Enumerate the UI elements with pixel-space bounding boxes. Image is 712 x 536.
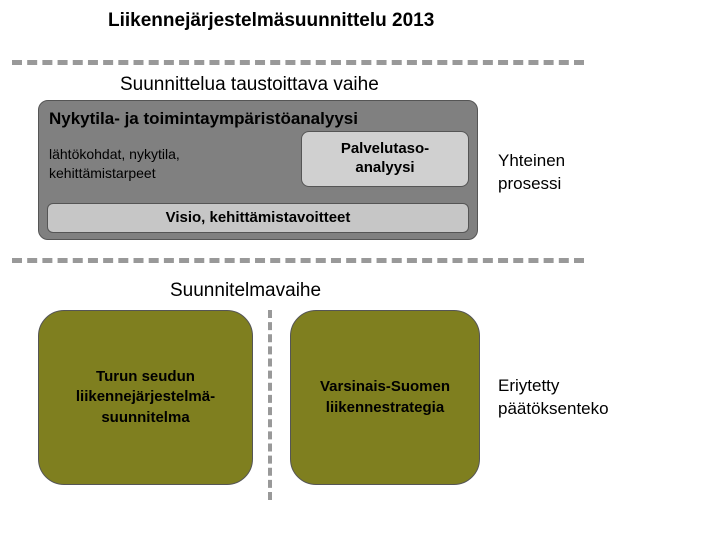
- varsinais-line2: liikennestrategia: [326, 398, 444, 418]
- phase1-label: Suunnittelua taustoittava vaihe: [120, 74, 379, 96]
- side1-line2: prosessi: [498, 174, 561, 193]
- varsinais-box: Varsinais-Suomen liikennestrategia: [290, 310, 480, 485]
- turku-box: Turun seudun liikennejärjestelmä- suunni…: [38, 310, 253, 485]
- phase1-subtext: lähtökohdat, nykytila, kehittämistarpeet: [49, 145, 249, 183]
- palvelutaso-box: Palvelutaso- analyysi: [301, 131, 469, 187]
- varsinais-line1: Varsinais-Suomen: [320, 377, 450, 397]
- side-label-phase1: Yhteinen prosessi: [498, 150, 565, 196]
- vertical-divider: [268, 310, 272, 500]
- turku-line2: liikennejärjestelmä-: [76, 387, 215, 407]
- side-label-phase2: Eriytetty päätöksenteko: [498, 375, 609, 421]
- phase1-subtext-line1: lähtökohdat, nykytila,: [49, 146, 180, 162]
- turku-line1: Turun seudun: [96, 367, 195, 387]
- phase1-heading: Nykytila- ja toimintaympäristöanalyysi: [49, 109, 467, 129]
- turku-line3: suunnitelma: [101, 408, 189, 428]
- palvelu-line1: Palvelutaso-: [302, 140, 468, 159]
- side1-line1: Yhteinen: [498, 151, 565, 170]
- phase2-label: Suunnitelmavaihe: [170, 280, 321, 302]
- divider-2: [12, 258, 584, 263]
- main-title: Liikennejärjestelmäsuunnittelu 2013: [108, 10, 434, 32]
- side2-line2: päätöksenteko: [498, 399, 609, 418]
- phase1-box: Nykytila- ja toimintaympäristöanalyysi l…: [38, 100, 478, 240]
- visio-box: Visio, kehittämistavoitteet: [47, 203, 469, 233]
- palvelu-line2: analyysi: [302, 159, 468, 178]
- divider-1: [12, 60, 584, 65]
- side2-line1: Eriytetty: [498, 376, 559, 395]
- phase1-subtext-line2: kehittämistarpeet: [49, 165, 156, 181]
